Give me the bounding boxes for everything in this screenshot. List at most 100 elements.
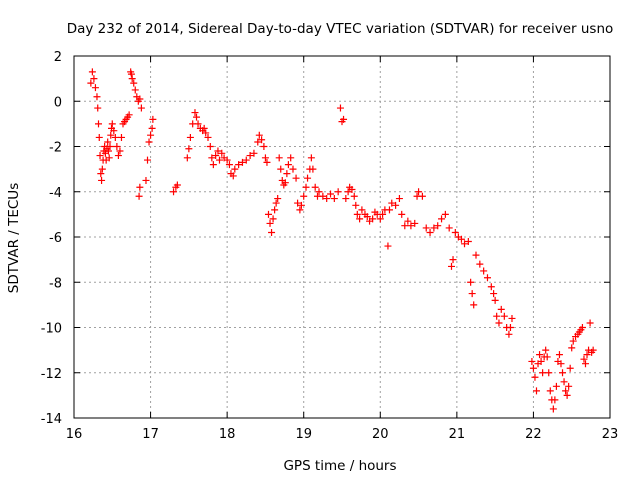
data-point <box>93 93 101 101</box>
y-tick-label: -8 <box>49 276 62 291</box>
data-point <box>545 369 553 377</box>
data-point <box>266 219 274 227</box>
data-point <box>274 195 282 203</box>
x-tick-label: 19 <box>295 427 312 442</box>
x-tick-label: 17 <box>142 427 159 442</box>
data-point <box>476 260 484 268</box>
data-point <box>568 344 576 352</box>
data-point <box>483 274 491 282</box>
data-point <box>206 143 214 150</box>
data-point <box>434 222 442 230</box>
data-point <box>536 351 544 359</box>
data-point <box>376 215 384 223</box>
data-point <box>113 143 121 150</box>
y-tick-label: -14 <box>41 412 62 427</box>
data-point <box>277 165 285 173</box>
data-point <box>407 222 415 230</box>
data-point <box>193 113 201 121</box>
data-point <box>457 235 465 243</box>
data-point <box>543 353 551 361</box>
data-point <box>97 170 105 178</box>
data-point <box>223 156 231 164</box>
data-point <box>254 138 262 146</box>
data-point <box>497 305 505 313</box>
data-point <box>269 215 277 223</box>
data-point <box>334 188 342 196</box>
data-point <box>461 240 469 248</box>
data-point <box>294 199 302 207</box>
data-point <box>342 195 350 203</box>
data-point <box>110 127 118 135</box>
data-point <box>578 324 586 331</box>
y-tick-label: -4 <box>49 186 62 201</box>
data-point <box>531 373 539 381</box>
data-point <box>117 133 125 141</box>
data-point <box>106 143 114 150</box>
data-point <box>142 176 150 184</box>
data-point <box>258 136 266 144</box>
data-point <box>401 222 409 230</box>
data-point <box>327 190 335 198</box>
data-point <box>537 357 545 365</box>
data-point <box>315 188 323 196</box>
data-point <box>275 154 283 162</box>
x-tick-label: 21 <box>449 427 466 442</box>
data-point <box>95 133 103 141</box>
data-point <box>589 346 597 354</box>
data-point <box>135 192 143 200</box>
data-point <box>557 360 565 368</box>
data-point <box>552 382 560 390</box>
chart-title: Day 232 of 2014, Sidereal Day-to-day VTE… <box>67 21 614 37</box>
data-point <box>136 95 144 103</box>
data-point <box>449 256 457 264</box>
data-point <box>116 147 124 155</box>
data-point <box>268 228 276 236</box>
data-point <box>137 104 145 112</box>
data-point <box>127 70 135 78</box>
data-point <box>388 199 396 207</box>
data-point <box>272 199 280 207</box>
data-point <box>218 149 226 157</box>
data-point <box>94 104 102 112</box>
data-point <box>297 201 305 209</box>
data-point <box>445 224 453 232</box>
data-point <box>214 147 222 155</box>
y-tick-label: 2 <box>54 50 62 65</box>
data-point <box>144 156 152 164</box>
data-point <box>529 364 537 372</box>
data-point <box>352 201 360 209</box>
data-point <box>105 154 113 162</box>
data-point <box>549 405 557 413</box>
data-point <box>363 213 371 221</box>
data-point <box>581 360 589 368</box>
data-point <box>464 238 472 246</box>
data-point <box>271 206 279 214</box>
data-point <box>467 278 475 286</box>
data-point <box>546 387 554 395</box>
data-point <box>202 129 210 137</box>
data-point <box>200 124 208 132</box>
data-point <box>147 131 155 139</box>
data-point <box>261 154 269 162</box>
x-tick-label: 20 <box>372 427 389 442</box>
x-axis-label: GPS time / hours <box>283 458 396 474</box>
data-point <box>491 296 499 304</box>
data-point <box>319 192 327 200</box>
data-point <box>565 382 573 390</box>
data-point <box>336 104 344 112</box>
data-point <box>191 109 199 117</box>
data-point <box>369 215 377 223</box>
data-point <box>395 195 403 203</box>
data-point <box>204 133 212 141</box>
data-point <box>250 149 258 157</box>
data-point <box>451 228 459 236</box>
data-point <box>215 156 223 164</box>
data-point <box>350 192 358 200</box>
data-point <box>532 387 540 395</box>
data-point <box>487 283 495 291</box>
data-point <box>229 172 237 180</box>
data-point <box>426 228 434 236</box>
data-point <box>309 165 317 173</box>
data-point <box>283 170 291 178</box>
